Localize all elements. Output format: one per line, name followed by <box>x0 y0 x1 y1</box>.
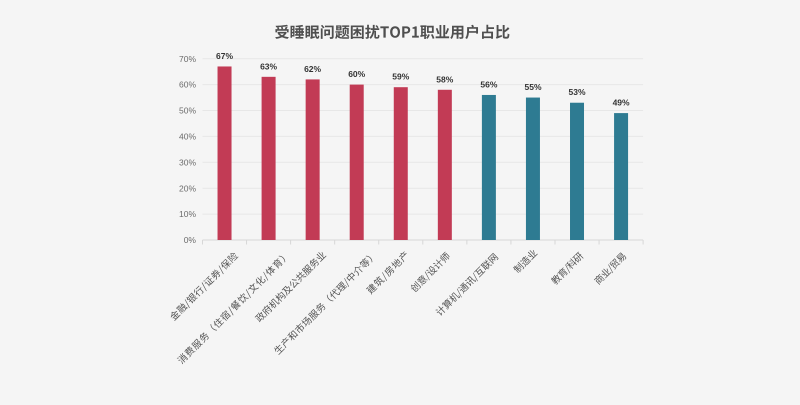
svg-text:70%: 70% <box>179 54 196 64</box>
svg-text:56%: 56% <box>480 80 497 90</box>
svg-text:10%: 10% <box>179 209 196 219</box>
svg-text:50%: 50% <box>179 106 196 116</box>
svg-text:0%: 0% <box>184 235 197 245</box>
svg-text:55%: 55% <box>524 82 541 92</box>
svg-text:30%: 30% <box>179 157 196 167</box>
svg-text:67%: 67% <box>216 51 233 61</box>
svg-text:58%: 58% <box>436 74 453 84</box>
svg-text:59%: 59% <box>392 72 409 82</box>
svg-text:53%: 53% <box>568 87 585 97</box>
svg-text:60%: 60% <box>348 69 365 79</box>
svg-text:40%: 40% <box>179 132 196 142</box>
svg-text:63%: 63% <box>260 61 277 71</box>
svg-text:60%: 60% <box>179 80 196 90</box>
svg-text:62%: 62% <box>304 64 321 74</box>
svg-text:20%: 20% <box>179 183 196 193</box>
svg-text:49%: 49% <box>613 98 630 108</box>
